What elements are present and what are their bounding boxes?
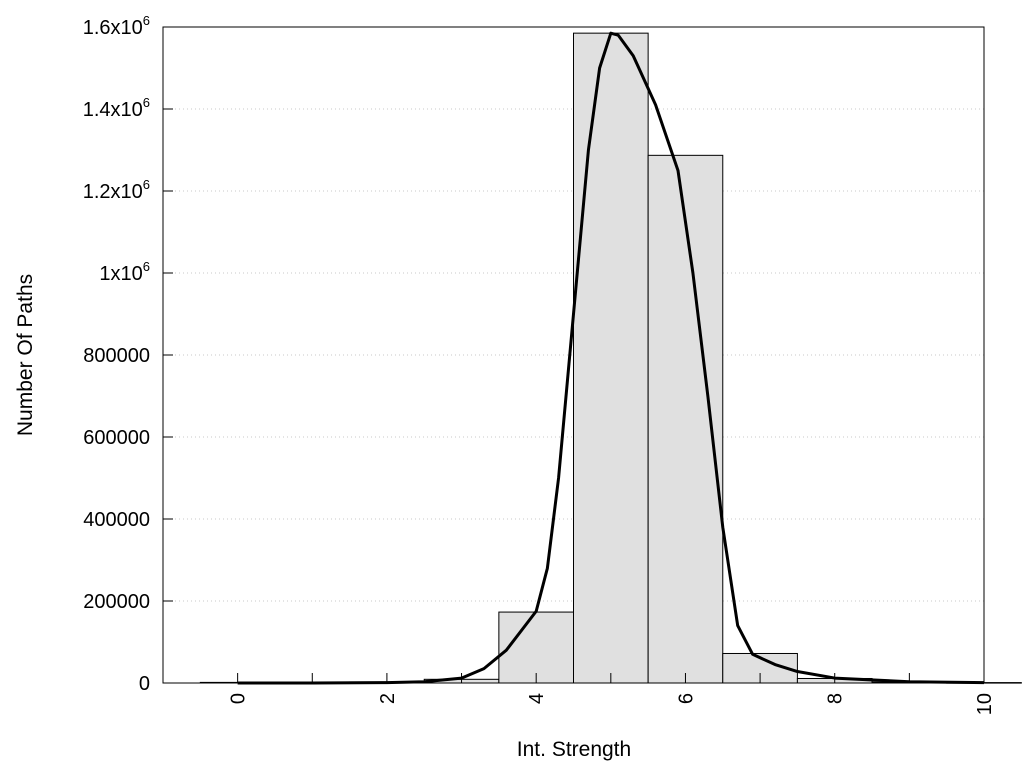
x-axis-ticks: 0 2 4 6 8 10 bbox=[162, 673, 996, 715]
y-tick-label: 0 bbox=[139, 673, 150, 695]
x-tick-label: 8 bbox=[825, 693, 847, 704]
y-tick-label: 1x106 bbox=[99, 259, 150, 285]
x-axis-title: Int. Strength bbox=[517, 738, 631, 761]
y-tick-label: 1.4x106 bbox=[83, 95, 150, 121]
x-tick-label: 0 bbox=[228, 693, 250, 704]
x-tick-label: 6 bbox=[675, 693, 697, 704]
y-axis-ticks: 0 200000 400000 600000 800000 1x106 1.2x106 1.4… bbox=[83, 13, 173, 695]
y-tick-label: 1.6x106 bbox=[83, 13, 150, 39]
bars bbox=[199, 32, 1022, 684]
y-tick-label: 200000 bbox=[83, 591, 150, 613]
y-tick-label: 600000 bbox=[83, 427, 150, 449]
y-tick-label: 400000 bbox=[83, 509, 150, 531]
histogram-bar bbox=[573, 32, 649, 684]
x-tick-label: 2 bbox=[377, 693, 399, 704]
histogram-bar bbox=[498, 611, 575, 684]
y-tick-label: 1.2x106 bbox=[83, 177, 150, 203]
y-axis-title: Number Of Paths bbox=[14, 274, 37, 436]
fit-curve bbox=[237, 31, 985, 685]
x-tick-label: 10 bbox=[974, 693, 996, 715]
x-tick-label: 4 bbox=[526, 693, 548, 704]
y-tick-label: 800000 bbox=[83, 345, 150, 367]
fit-curve-group bbox=[237, 31, 985, 685]
